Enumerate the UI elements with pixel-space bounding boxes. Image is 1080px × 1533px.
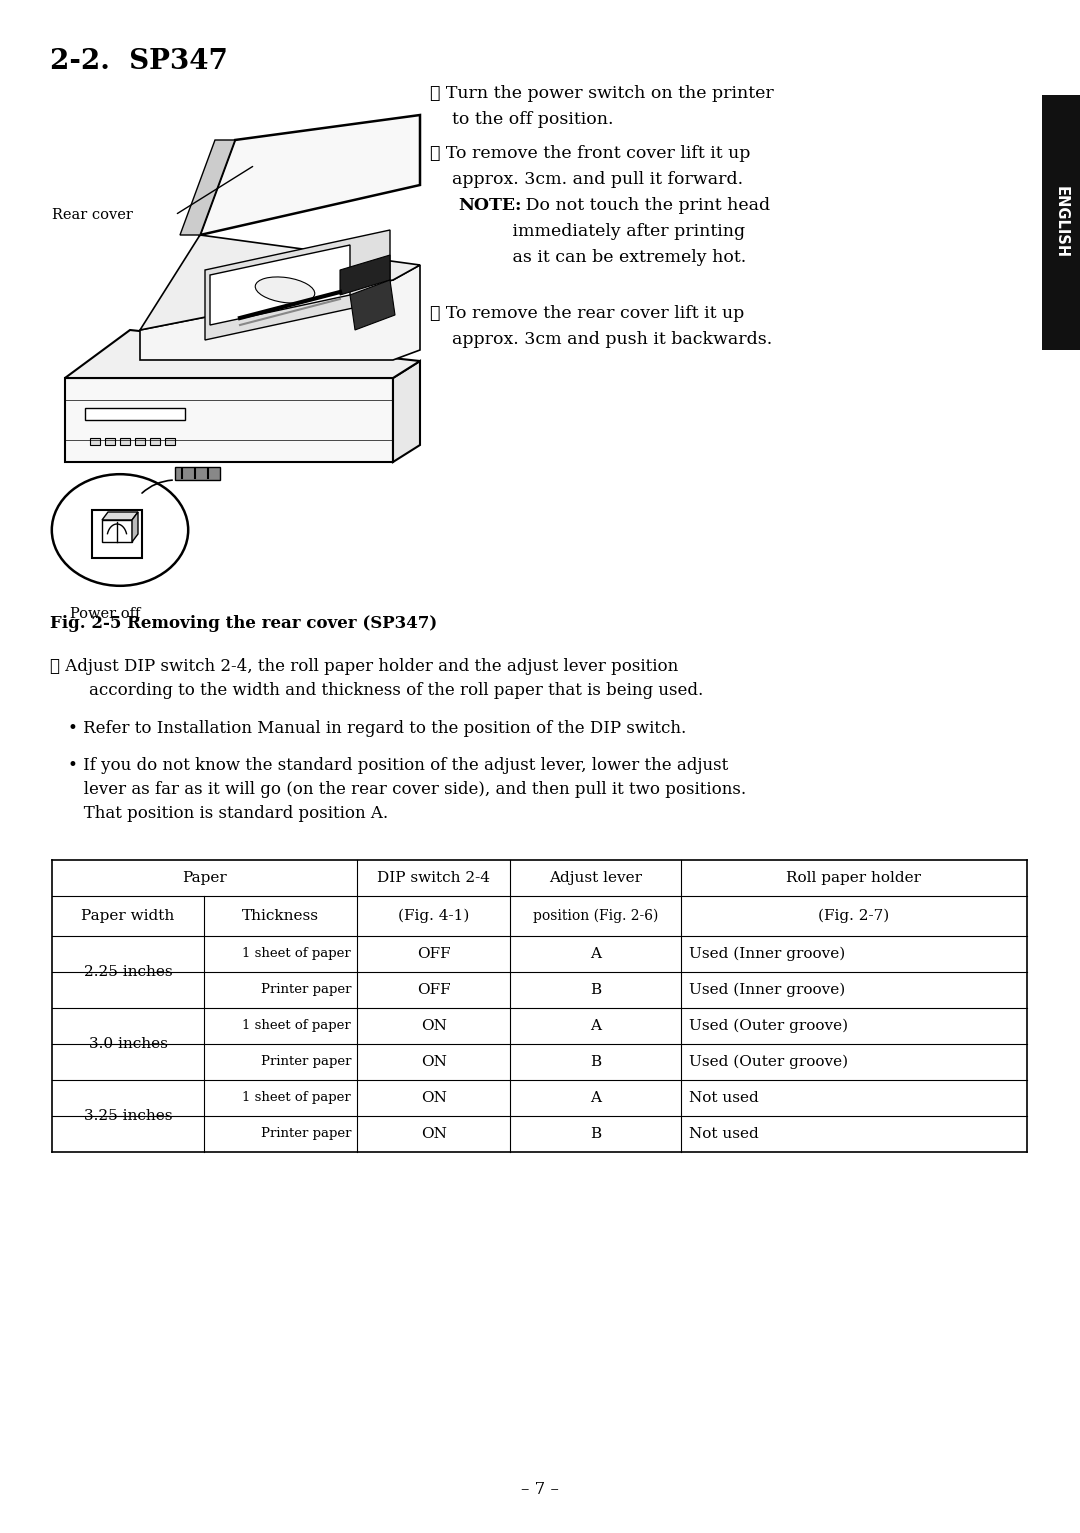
Text: (Fig. 4-1): (Fig. 4-1) xyxy=(399,909,470,923)
Polygon shape xyxy=(180,140,235,235)
Text: lever as far as it will go (on the rear cover side), and then pull it two positi: lever as far as it will go (on the rear … xyxy=(68,780,746,799)
Text: Not used: Not used xyxy=(689,1091,758,1105)
Bar xyxy=(150,438,160,445)
Text: – 7 –: – 7 – xyxy=(521,1481,559,1498)
Text: A: A xyxy=(590,1019,602,1033)
Bar xyxy=(1042,95,1080,350)
Text: according to the width and thickness of the roll paper that is being used.: according to the width and thickness of … xyxy=(68,682,703,699)
Text: as it can be extremely hot.: as it can be extremely hot. xyxy=(430,248,746,267)
Text: Rear cover: Rear cover xyxy=(52,208,133,222)
Text: Do not touch the print head: Do not touch the print head xyxy=(509,198,770,215)
Text: Power off: Power off xyxy=(70,607,140,621)
Text: to the off position.: to the off position. xyxy=(430,110,613,127)
Text: ON: ON xyxy=(421,1091,447,1105)
Polygon shape xyxy=(200,115,420,235)
Text: 3.0 inches: 3.0 inches xyxy=(89,1036,167,1052)
Text: 1 sheet of paper: 1 sheet of paper xyxy=(242,1019,351,1033)
Text: Used (Inner groove): Used (Inner groove) xyxy=(689,983,846,996)
Polygon shape xyxy=(393,360,420,461)
Polygon shape xyxy=(210,245,350,325)
Text: OFF: OFF xyxy=(417,983,450,996)
Polygon shape xyxy=(140,235,420,330)
Text: • If you do not know the standard position of the adjust lever, lower the adjust: • If you do not know the standard positi… xyxy=(68,757,728,774)
Text: 1 sheet of paper: 1 sheet of paper xyxy=(242,1091,351,1104)
Text: That position is standard position A.: That position is standard position A. xyxy=(68,805,388,822)
Text: Used (Outer groove): Used (Outer groove) xyxy=(689,1019,848,1033)
Polygon shape xyxy=(175,468,220,480)
Polygon shape xyxy=(65,330,420,379)
Text: approx. 3cm and push it backwards.: approx. 3cm and push it backwards. xyxy=(430,331,772,348)
Text: ③ To remove the rear cover lift it up: ③ To remove the rear cover lift it up xyxy=(430,305,744,322)
Polygon shape xyxy=(350,281,395,330)
Polygon shape xyxy=(340,254,390,294)
Polygon shape xyxy=(205,230,390,340)
Polygon shape xyxy=(140,265,420,360)
Bar xyxy=(85,408,185,420)
Text: ON: ON xyxy=(421,1019,447,1033)
Text: position (Fig. 2-6): position (Fig. 2-6) xyxy=(532,909,658,923)
Ellipse shape xyxy=(255,277,314,304)
Bar xyxy=(120,438,130,445)
FancyBboxPatch shape xyxy=(92,510,141,558)
Text: ON: ON xyxy=(421,1055,447,1069)
Text: Paper: Paper xyxy=(183,871,227,885)
Text: ② To remove the front cover lift it up: ② To remove the front cover lift it up xyxy=(430,146,751,162)
Text: Used (Outer groove): Used (Outer groove) xyxy=(689,1055,848,1069)
Text: Thickness: Thickness xyxy=(242,909,319,923)
Polygon shape xyxy=(102,520,132,543)
Text: ON: ON xyxy=(421,1127,447,1141)
Text: DIP switch 2-4: DIP switch 2-4 xyxy=(377,871,490,885)
Polygon shape xyxy=(65,379,393,461)
Text: Not used: Not used xyxy=(689,1127,758,1141)
Text: ENGLISH: ENGLISH xyxy=(1053,187,1068,259)
Text: Fig. 2-5 Removing the rear cover (SP347): Fig. 2-5 Removing the rear cover (SP347) xyxy=(50,615,437,632)
Text: A: A xyxy=(590,1091,602,1105)
Text: 1 sheet of paper: 1 sheet of paper xyxy=(242,947,351,961)
Text: Printer paper: Printer paper xyxy=(260,984,351,996)
Bar xyxy=(165,438,175,445)
Text: B: B xyxy=(590,1055,602,1069)
Text: Paper width: Paper width xyxy=(81,909,175,923)
Text: 3.25 inches: 3.25 inches xyxy=(84,1108,173,1124)
Bar xyxy=(105,438,114,445)
Text: Printer paper: Printer paper xyxy=(260,1056,351,1069)
Text: 2-2.  SP347: 2-2. SP347 xyxy=(50,48,228,75)
Text: OFF: OFF xyxy=(417,947,450,961)
Text: B: B xyxy=(590,1127,602,1141)
Text: Adjust lever: Adjust lever xyxy=(549,871,643,885)
Polygon shape xyxy=(102,512,138,520)
Text: Used (Inner groove): Used (Inner groove) xyxy=(689,947,846,961)
Text: ① Turn the power switch on the printer: ① Turn the power switch on the printer xyxy=(430,84,773,103)
Text: Printer paper: Printer paper xyxy=(260,1127,351,1141)
Text: (Fig. 2-7): (Fig. 2-7) xyxy=(819,909,890,923)
Bar xyxy=(90,438,100,445)
Text: immediately after printing: immediately after printing xyxy=(430,222,745,241)
Text: • Refer to Installation Manual in regard to the position of the DIP switch.: • Refer to Installation Manual in regard… xyxy=(68,721,686,737)
Text: A: A xyxy=(590,947,602,961)
Text: B: B xyxy=(590,983,602,996)
Text: Roll paper holder: Roll paper holder xyxy=(786,871,921,885)
Text: NOTE:: NOTE: xyxy=(458,198,522,215)
Text: approx. 3cm. and pull it forward.: approx. 3cm. and pull it forward. xyxy=(430,172,743,189)
Polygon shape xyxy=(132,512,138,543)
Text: ④ Adjust DIP switch 2-4, the roll paper holder and the adjust lever position: ④ Adjust DIP switch 2-4, the roll paper … xyxy=(50,658,678,675)
Text: 2.25 inches: 2.25 inches xyxy=(84,964,173,980)
Ellipse shape xyxy=(52,474,188,586)
Bar xyxy=(135,438,145,445)
